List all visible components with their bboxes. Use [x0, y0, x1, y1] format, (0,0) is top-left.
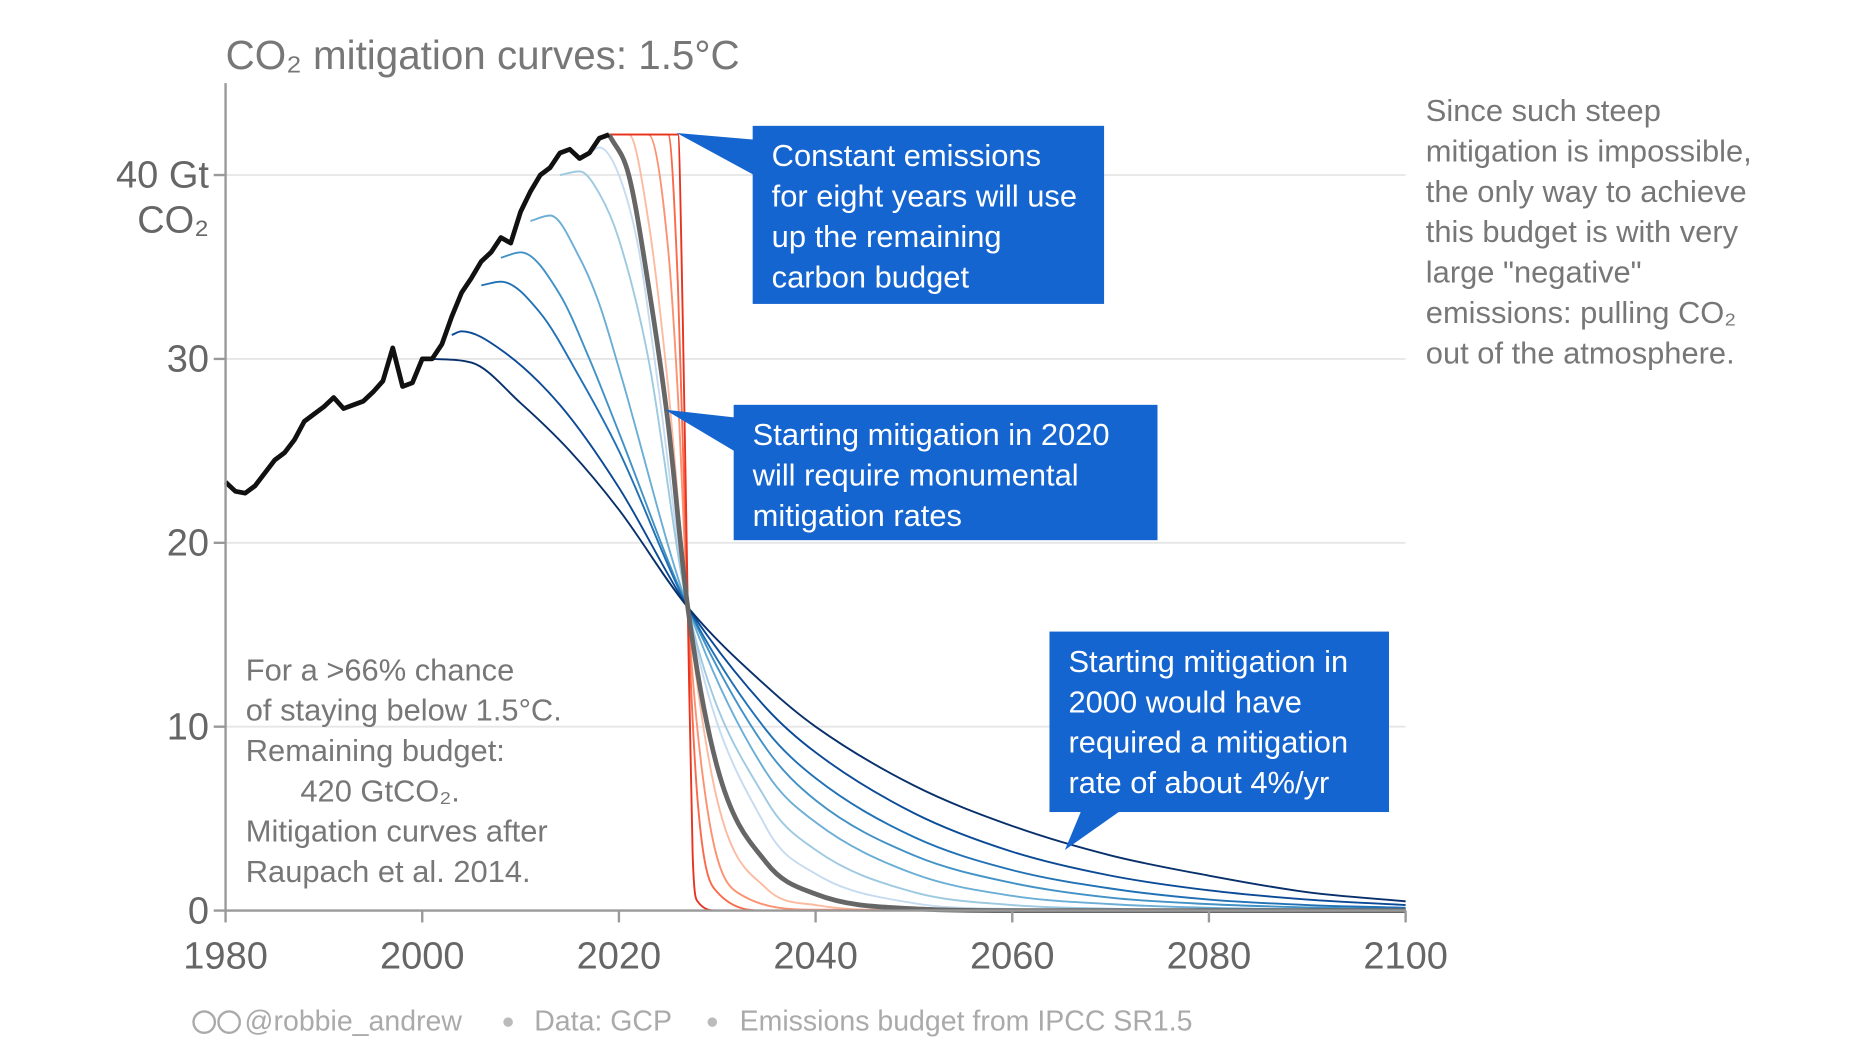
mitigation-curve [432, 357, 1406, 903]
callout-pointer [676, 132, 760, 179]
note-line: of staying below 1.5°C. [245, 692, 562, 728]
x-tick-label: 2100 [1363, 934, 1448, 978]
y-tick-label: 0 [187, 889, 209, 932]
footer-credit: @robbie_andrew [244, 1005, 462, 1038]
x-tick-label: 1980 [183, 934, 268, 978]
mitigation-curve [500, 251, 1406, 911]
y-tick-label: 10 [166, 705, 209, 749]
x-tick-label: 2000 [379, 934, 465, 978]
chart-title: CO₂ mitigation curves: 1.5°C [225, 33, 740, 79]
callout: Starting mitigation in 2020 will require… [733, 404, 1158, 541]
note-line: Remaining budget: [245, 732, 505, 769]
callout: Starting mitigation in 2000 would have r… [1049, 631, 1390, 813]
x-tick-label: 2020 [576, 934, 662, 978]
callout-pointer [664, 409, 739, 454]
footer-data: Data: GCP [534, 1005, 672, 1038]
y-tick-label: 20 [166, 521, 209, 565]
left-note: For a >66% chance of staying below 1.5°C… [246, 649, 562, 891]
note-line: Mitigation curves after [245, 813, 548, 849]
x-tick-label: 2040 [773, 934, 858, 978]
historical-line [223, 132, 610, 496]
mitigation-curve [481, 280, 1406, 909]
footer-bullets [503, 1017, 718, 1027]
footer-source: Emissions budget from IPCC SR1.5 [739, 1005, 1193, 1038]
mitigation-curve [451, 330, 1406, 906]
note-line: Raupach et al. 2014. [245, 853, 531, 890]
note-line: 420 GtCO₂. [300, 772, 460, 809]
callout: Constant emissions for eight years will … [752, 125, 1105, 304]
y-tick-label: 30 [166, 337, 209, 381]
x-tick-label: 2080 [1166, 934, 1252, 978]
note-line: For a >66% chance [245, 651, 515, 688]
cc-icons [192, 1010, 241, 1035]
y-tick-label: 40 Gt CO₂ [116, 153, 209, 242]
x-tick-label: 2060 [970, 934, 1055, 978]
mitigation-curve [530, 214, 1406, 911]
side-note: Since such steep mitigation is impossibl… [1425, 92, 1752, 371]
callout-pointer [1064, 807, 1126, 851]
